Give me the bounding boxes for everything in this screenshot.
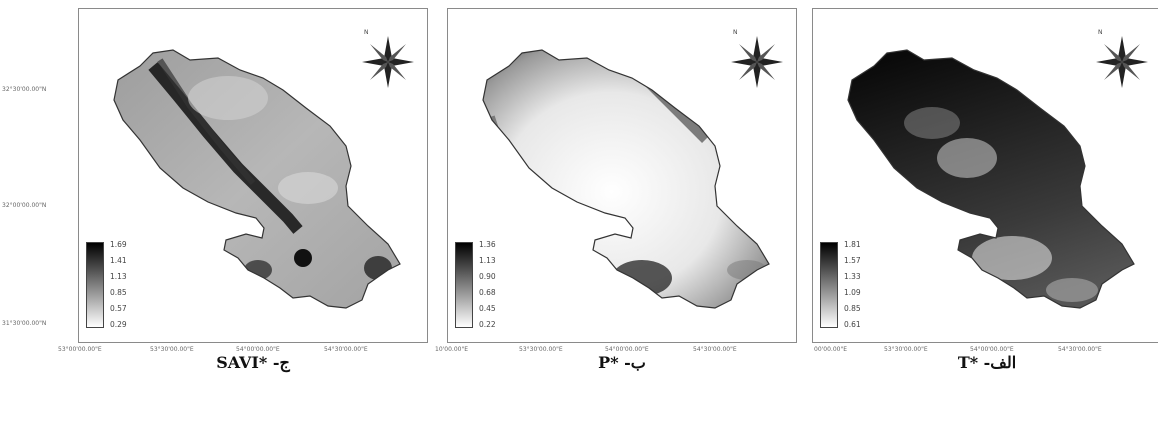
lon-tick: 00'00.00"E	[814, 346, 848, 353]
legend-value: 1.41	[110, 256, 127, 265]
north-arrow-icon: N	[1092, 24, 1148, 88]
legend-value: 0.90	[479, 272, 496, 281]
legend-color-bar	[455, 242, 473, 328]
legend-value: 0.85	[110, 288, 127, 297]
caption: الف- *T	[957, 353, 1017, 372]
legend-color-bar	[820, 242, 838, 328]
legend-value: 0.61	[844, 320, 861, 329]
lon-tick: 54°30'00.00"E	[324, 346, 368, 353]
legend-value: 0.85	[844, 304, 861, 313]
legend: 1.36 1.13 0.90 0.68 0.45 0.22	[455, 240, 517, 335]
north-label: N	[364, 29, 369, 36]
p-map	[482, 49, 770, 309]
lon-tick: 53°00'00.00"E	[58, 346, 102, 353]
map-panel-p: 10'00.00"E 53°30'00.00"E 54°00'00.00"E 5…	[435, 8, 797, 384]
legend-value: 0.29	[110, 320, 127, 329]
lon-tick: 54°30'00.00"E	[1058, 346, 1102, 353]
lon-tick: 53°30'00.00"E	[884, 346, 928, 353]
north-label: N	[1098, 29, 1103, 36]
lon-tick: 53°30'00.00"E	[519, 346, 563, 353]
savi-map	[113, 49, 401, 309]
legend-value: 1.09	[844, 288, 861, 297]
lon-tick: 10'00.00"E	[435, 346, 469, 353]
lon-tick: 54°30'00.00"E	[693, 346, 737, 353]
legend-value: 0.57	[110, 304, 127, 313]
lon-tick: 53°30'00.00"E	[150, 346, 194, 353]
lat-tick: 32°30'00.00"N	[2, 86, 47, 93]
lon-tick: 54°00'00.00"E	[236, 346, 280, 353]
lat-tick: 31°30'00.00"N	[2, 320, 47, 327]
legend: 1.69 1.41 1.13 0.85 0.57 0.29	[86, 240, 148, 335]
t-map	[847, 49, 1135, 309]
legend-value: 1.36	[479, 240, 496, 249]
legend-value: 1.57	[844, 256, 861, 265]
legend-value: 0.45	[479, 304, 496, 313]
caption: ج- *SAVI	[216, 353, 290, 372]
lon-tick: 54°00'00.00"E	[605, 346, 649, 353]
north-arrow-icon: N	[358, 24, 414, 88]
north-arrow-icon: N	[727, 24, 783, 88]
caption: ب- *P	[598, 353, 646, 372]
legend-value: 0.68	[479, 288, 496, 297]
legend-value: 1.81	[844, 240, 861, 249]
legend-value: 1.69	[110, 240, 127, 249]
map-panel-t: 00'00.00"E 53°30'00.00"E 54°00'00.00"E 5…	[812, 8, 1158, 384]
legend-value: 1.13	[110, 272, 127, 281]
legend-value: 1.13	[479, 256, 496, 265]
legend-value: 0.22	[479, 320, 496, 329]
lat-tick: 32°00'00.00"N	[2, 202, 47, 209]
map-panel-savi: 32°30'00.00"N 32°00'00.00"N 31°30'00.00"…	[2, 8, 428, 384]
legend-color-bar	[86, 242, 104, 328]
lon-tick: 54°00'00.00"E	[970, 346, 1014, 353]
legend: 1.81 1.57 1.33 1.09 0.85 0.61	[820, 240, 882, 335]
legend-value: 1.33	[844, 272, 861, 281]
north-label: N	[733, 29, 738, 36]
